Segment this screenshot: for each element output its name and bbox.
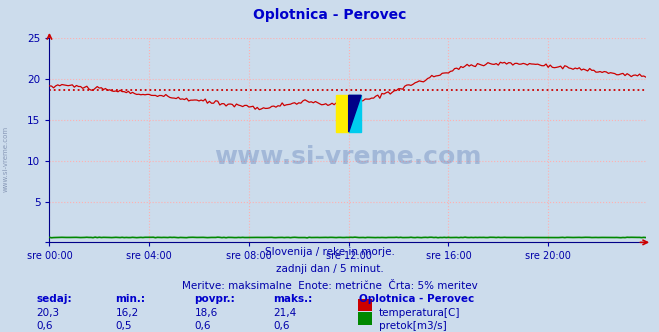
Text: 0,6: 0,6: [194, 321, 211, 331]
Text: povpr.:: povpr.:: [194, 294, 235, 304]
Text: 0,6: 0,6: [273, 321, 290, 331]
Text: maks.:: maks.:: [273, 294, 313, 304]
Text: 16,2: 16,2: [115, 308, 138, 318]
Text: temperatura[C]: temperatura[C]: [379, 308, 461, 318]
Text: Meritve: maksimalne  Enote: metrične  Črta: 5% meritev: Meritve: maksimalne Enote: metrične Črta…: [182, 281, 477, 290]
Text: Oplotnica - Perovec: Oplotnica - Perovec: [359, 294, 474, 304]
Text: pretok[m3/s]: pretok[m3/s]: [379, 321, 447, 331]
Text: 0,5: 0,5: [115, 321, 132, 331]
Text: Slovenija / reke in morje.: Slovenija / reke in morje.: [264, 247, 395, 257]
Text: sedaj:: sedaj:: [36, 294, 72, 304]
Text: www.si-vreme.com: www.si-vreme.com: [2, 126, 9, 193]
Text: Oplotnica - Perovec: Oplotnica - Perovec: [253, 8, 406, 22]
Text: 18,6: 18,6: [194, 308, 217, 318]
Text: 0,6: 0,6: [36, 321, 53, 331]
Text: 21,4: 21,4: [273, 308, 297, 318]
Text: www.si-vreme.com: www.si-vreme.com: [214, 145, 481, 169]
Text: zadnji dan / 5 minut.: zadnji dan / 5 minut.: [275, 264, 384, 274]
Polygon shape: [349, 95, 361, 132]
Text: 20,3: 20,3: [36, 308, 59, 318]
Text: min.:: min.:: [115, 294, 146, 304]
Bar: [349, 95, 361, 132]
Bar: [336, 95, 349, 132]
